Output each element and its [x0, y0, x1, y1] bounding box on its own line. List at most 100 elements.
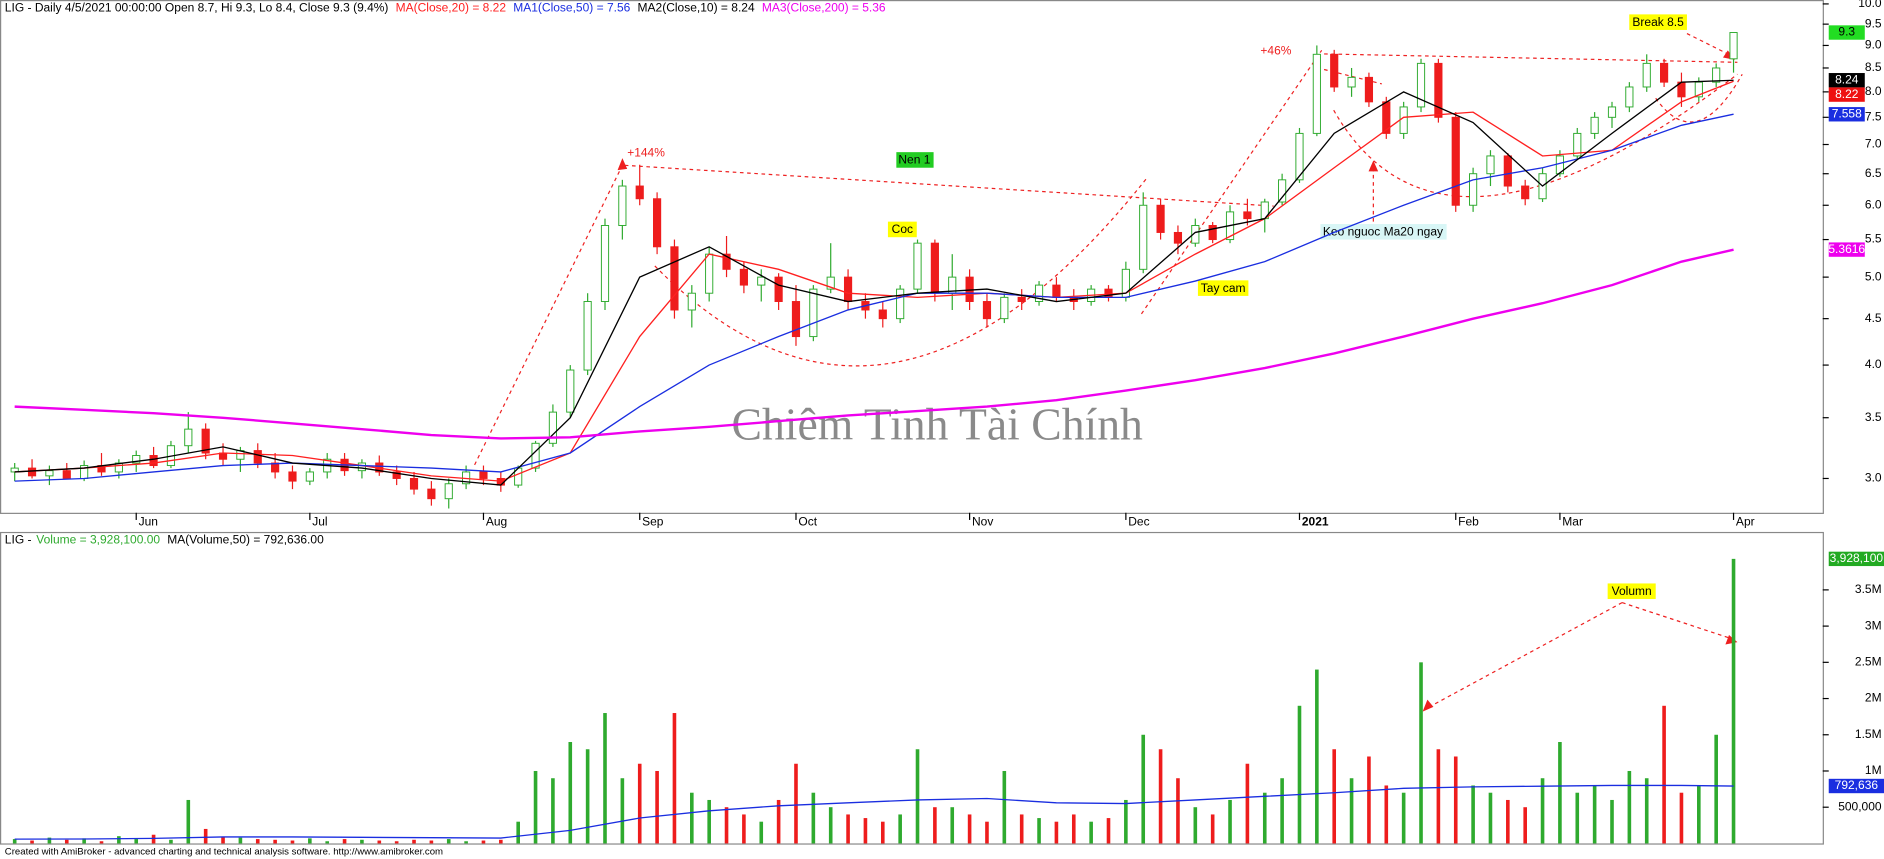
candle-body — [878, 309, 887, 320]
candle-body — [618, 185, 627, 226]
x-tick-label: Nov — [972, 515, 993, 529]
volume-bar — [1540, 778, 1545, 844]
ma-line — [14, 80, 1734, 482]
footer: Created with AmiBroker - advanced charti… — [5, 846, 443, 857]
candle-body — [1034, 284, 1044, 302]
volume-bar — [1037, 818, 1041, 844]
candle-body — [913, 242, 922, 290]
value-badge — [1828, 242, 1865, 257]
legend-entry: MA(Volume,50) = 792,636.00 — [167, 533, 324, 547]
candle-body — [653, 198, 662, 248]
y-tick-label: 4.5 — [1865, 311, 1882, 325]
volume-bar — [1453, 756, 1458, 844]
volume-bar — [1158, 749, 1163, 844]
volume-bar — [811, 792, 816, 844]
candle-body — [1486, 155, 1495, 175]
candle-body — [1416, 62, 1426, 108]
volume-bar — [1141, 734, 1146, 844]
volume-bar — [828, 807, 833, 844]
candle-body — [1573, 132, 1582, 157]
volume-bar — [672, 713, 677, 844]
y-tick-label: 8.5 — [1865, 60, 1882, 74]
volume-bar — [585, 749, 590, 844]
value-badge — [1828, 87, 1865, 102]
candle-body — [566, 369, 575, 413]
y-tick-label: 2.5M — [1855, 655, 1882, 669]
handle-arc — [1655, 73, 1743, 123]
volume-bar — [1471, 785, 1475, 844]
candle-body — [635, 185, 644, 200]
volume-bar — [967, 814, 972, 844]
volume-bar — [82, 838, 86, 844]
volume-bar — [1280, 778, 1284, 844]
candle-body — [1642, 62, 1651, 88]
volume-bar — [1124, 799, 1128, 844]
annotation-box — [896, 152, 934, 168]
annotation-box — [1629, 14, 1687, 30]
candle-body — [687, 292, 696, 311]
trend-line — [624, 164, 1274, 207]
y-tick-label: 6.0 — [1865, 197, 1882, 211]
ma-line — [14, 248, 1734, 440]
value-badge-label: 3,928,100 — [1830, 551, 1884, 565]
volume-bar — [30, 840, 34, 844]
candle-body — [1364, 76, 1374, 103]
annotation: +144% — [627, 146, 665, 160]
candle-body — [1208, 225, 1217, 241]
y-tick-label: 7.0 — [1865, 137, 1882, 151]
arrow-line — [1621, 602, 1736, 641]
candle-body — [791, 301, 801, 338]
ma-line — [14, 79, 1734, 486]
annotation: +46% — [1260, 44, 1291, 58]
annotation-box — [1197, 280, 1249, 296]
volume-bar — [880, 821, 885, 844]
volume-bar — [1558, 742, 1562, 844]
x-tick-label: Aug — [486, 515, 507, 529]
candle-body — [843, 276, 853, 302]
candle-body — [1399, 106, 1408, 134]
volume-bar — [273, 839, 277, 844]
volume-bar — [1089, 821, 1093, 844]
legend-entry: Volume = 3,928,100.00 — [36, 533, 160, 547]
y-tick-label: 500,000 — [1838, 799, 1882, 813]
volume-bar — [742, 814, 746, 844]
value-badge-label: 9.3 — [1838, 25, 1855, 39]
volume-ma-line — [14, 784, 1734, 840]
candle-body — [1330, 53, 1339, 88]
volume-bar — [1610, 799, 1614, 844]
candle-body — [600, 225, 610, 302]
volume-bar — [360, 839, 364, 844]
candle-body — [1191, 225, 1200, 244]
volume-bar — [99, 841, 104, 844]
volume-bar — [221, 836, 225, 844]
volume-bar — [1262, 792, 1267, 844]
annotation: Volumn — [1612, 584, 1652, 598]
legend-entry: MA3(Close,200) = 5.36 — [762, 1, 886, 15]
y-tick-label: 3.5 — [1865, 410, 1882, 424]
trend-line — [474, 165, 623, 466]
y-tick-label: 2M — [1865, 691, 1882, 705]
volume-bar — [1349, 778, 1354, 844]
volume-bar — [1228, 799, 1232, 844]
volume-bar — [1332, 749, 1337, 844]
volume-bar — [1054, 821, 1059, 844]
candle-body — [583, 301, 592, 371]
y-tick-label: 5.0 — [1865, 269, 1882, 283]
x-tick-label: 2021 — [1302, 515, 1329, 529]
x-tick-label: Sep — [642, 515, 664, 529]
volume-bar — [516, 821, 520, 844]
candle-body — [392, 471, 401, 479]
candle-body — [739, 268, 748, 286]
volume-bar — [915, 749, 920, 844]
volume-bar — [1019, 814, 1024, 844]
candle-body — [531, 442, 540, 469]
candle-body — [1347, 76, 1356, 88]
candle-body — [1156, 204, 1165, 233]
candle-body — [757, 276, 766, 286]
volume-bar — [429, 840, 434, 844]
legend: LIG - Volume = 3,928,100.00 MA(Volume,50) … — [5, 533, 324, 547]
candle-body — [896, 288, 905, 320]
candle-body — [1000, 296, 1009, 320]
volume-bar — [724, 807, 729, 844]
